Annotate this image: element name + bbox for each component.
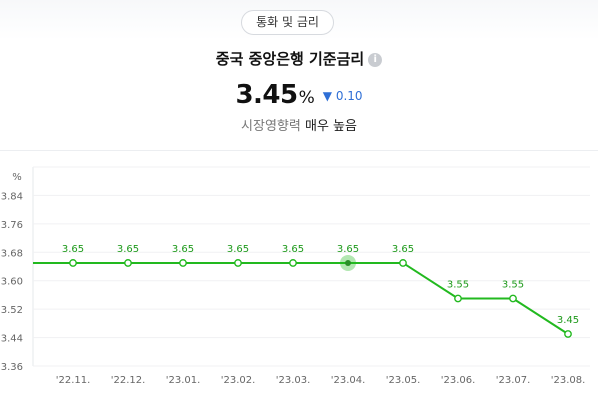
x-tick-label: '23.02. <box>221 375 256 386</box>
x-tick-label: '23.06. <box>441 375 476 386</box>
data-point-highlighted[interactable] <box>345 259 351 266</box>
triangle-down-icon: ▼ <box>322 89 332 103</box>
data-label: 3.45 <box>557 315 579 326</box>
data-labels: 3.65 3.65 3.65 3.65 3.65 3.65 3.65 3.55 3.55 3.45 <box>62 244 579 326</box>
data-label: 3.55 <box>502 279 524 290</box>
data-label: 3.65 <box>392 244 414 255</box>
x-tick-label: '23.07. <box>496 375 531 386</box>
y-tick-label: 3.68 <box>1 248 23 259</box>
data-point[interactable] <box>69 259 77 267</box>
indicator-title-row: 중국 중앙은행 기준금리 i <box>0 48 598 69</box>
data-point[interactable] <box>179 259 187 267</box>
value-unit: % <box>298 88 315 108</box>
data-label: 3.65 <box>282 244 304 255</box>
value-row: 3.45% ▼ 0.10 <box>0 80 598 110</box>
y-tick-label: 3.36 <box>1 362 23 373</box>
x-tick-label: '23.05. <box>386 375 421 386</box>
info-icon[interactable]: i <box>368 53 383 67</box>
x-tick-label: '22.11. <box>56 375 91 386</box>
y-tick-label: 3.76 <box>1 220 23 231</box>
market-influence: 시장영향력 매우 높음 <box>0 115 598 134</box>
influence-label: 시장영향력 <box>241 119 301 134</box>
x-axis-ticks: '22.11. '22.12. '23.01. '23.02. '23.03. '23.0… <box>56 375 586 386</box>
change-indicator: ▼ 0.10 <box>323 89 363 103</box>
data-points <box>69 254 572 338</box>
influence-value: 매우 높음 <box>304 119 357 134</box>
data-label: 3.65 <box>117 244 139 255</box>
y-axis-ticks: 3.36 3.44 3.52 3.60 3.68 3.76 3.84 <box>1 191 23 373</box>
data-label: 3.65 <box>62 244 84 255</box>
y-tick-label: 3.84 <box>1 191 23 202</box>
data-point[interactable] <box>564 330 572 338</box>
header-area: 통화 및 금리 중국 중앙은행 기준금리 i 3.45% ▼ 0.10 시장영향력 … <box>0 0 598 150</box>
data-point[interactable] <box>234 259 242 267</box>
data-point[interactable] <box>454 294 462 303</box>
category-chip[interactable]: 통화 및 금리 <box>241 10 334 35</box>
data-point[interactable] <box>509 294 517 303</box>
y-tick-label: 3.44 <box>1 334 23 345</box>
x-tick-label: '22.12. <box>111 375 146 386</box>
x-tick-label: '23.01. <box>166 375 201 386</box>
x-tick-label: '23.04. <box>331 375 366 386</box>
x-tick-label: '23.08. <box>551 375 586 386</box>
current-value: 3.45 <box>235 80 298 110</box>
data-label: 3.65 <box>227 244 249 255</box>
data-point[interactable] <box>124 259 132 267</box>
indicator-title: 중국 중앙은행 기준금리 <box>215 50 365 68</box>
data-label: 3.65 <box>172 244 194 255</box>
data-label: 3.55 <box>447 279 469 290</box>
data-label: 3.65 <box>337 244 359 255</box>
divider <box>0 150 598 151</box>
data-point[interactable] <box>399 259 407 267</box>
y-axis-unit: % <box>12 172 22 183</box>
rate-line-chart[interactable]: % 3.363.443.523.603.683.763.84 '22.11. '2… <box>0 150 598 402</box>
series-line <box>33 261 569 335</box>
y-tick-label: 3.52 <box>1 305 23 316</box>
change-value: 0.10 <box>335 89 363 103</box>
x-tick-label: '23.03. <box>276 375 311 386</box>
data-point[interactable] <box>289 259 297 267</box>
y-tick-label: 3.60 <box>1 277 23 288</box>
chart-grid <box>32 166 590 367</box>
